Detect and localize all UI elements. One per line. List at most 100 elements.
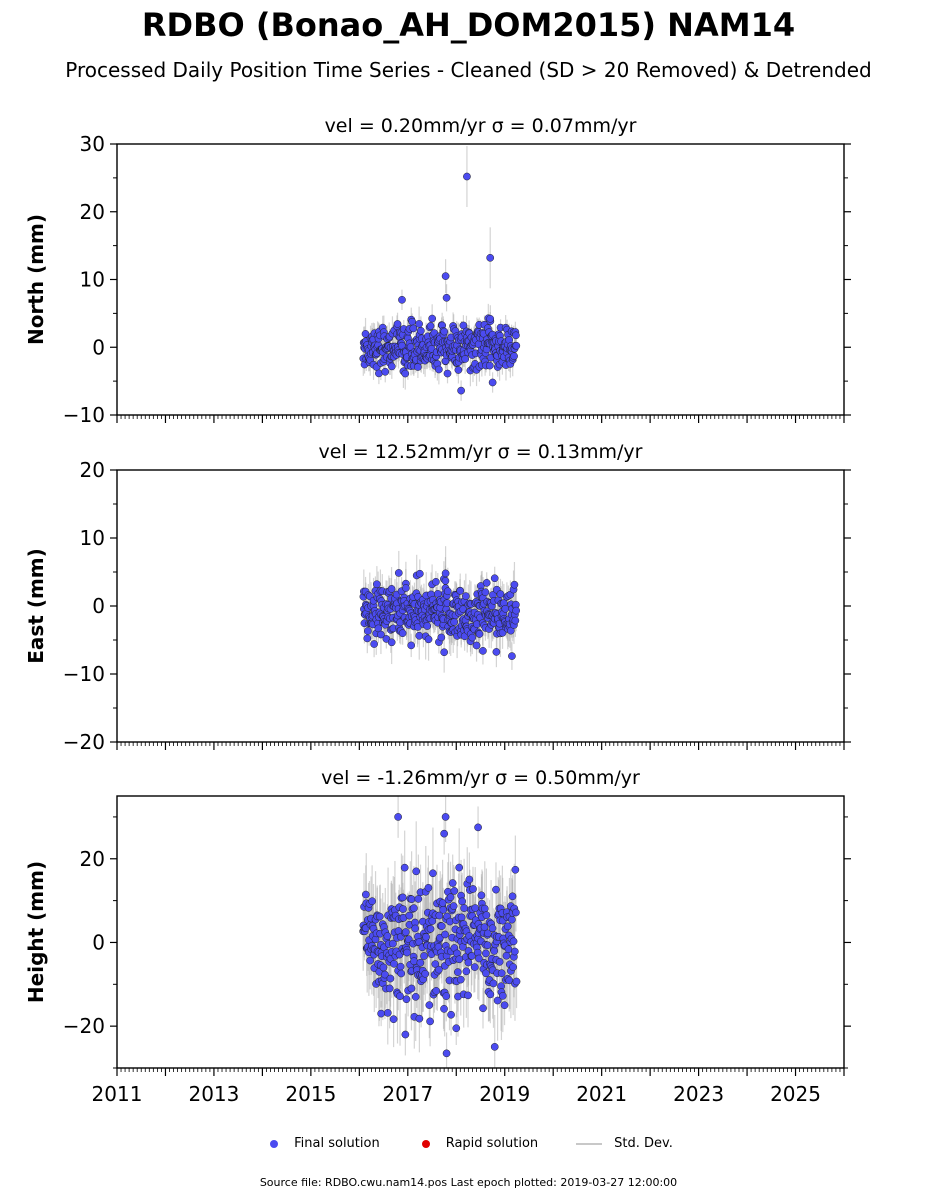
data-point	[465, 875, 474, 884]
data-point	[431, 960, 440, 968]
data-point	[441, 930, 449, 939]
data-point	[398, 295, 406, 304]
data-point	[385, 984, 394, 993]
data-point	[498, 628, 507, 637]
data-point	[411, 924, 420, 933]
data-point	[399, 905, 407, 913]
data-point	[387, 362, 396, 371]
data-point	[364, 627, 372, 635]
data-point	[440, 1004, 448, 1013]
data-point	[370, 640, 378, 648]
data-point	[486, 253, 495, 262]
data-point	[416, 958, 425, 967]
data-point	[475, 630, 484, 638]
data-point	[446, 893, 455, 902]
data-point	[492, 648, 501, 656]
panel-title: vel = -1.26mm/yr σ = 0.50mm/yr	[321, 767, 640, 789]
data-point	[401, 1030, 410, 1039]
data-point	[415, 320, 423, 328]
data-point	[469, 885, 477, 893]
data-point	[397, 969, 406, 978]
data-point	[387, 638, 396, 647]
data-point	[407, 641, 416, 650]
data-point	[400, 863, 409, 872]
data-point	[481, 588, 490, 597]
data-point	[458, 897, 467, 906]
x-tick-label: 2017	[382, 1082, 433, 1106]
data-point	[422, 933, 430, 941]
data-point	[440, 829, 448, 838]
data-point	[420, 952, 428, 960]
data-point	[423, 622, 432, 630]
data-point	[495, 957, 504, 966]
data-point	[455, 955, 464, 964]
y-tick-label: −10	[63, 662, 105, 686]
y-tick-label: 20	[80, 458, 105, 482]
legend-final-label: Final solution	[294, 1136, 380, 1151]
data-point	[415, 1014, 424, 1023]
data-point	[402, 995, 411, 1004]
data-point	[512, 977, 521, 986]
x-tick-label: 2013	[188, 1082, 239, 1106]
data-point	[505, 976, 514, 985]
legend-final: Final solution	[264, 1136, 380, 1151]
figure-subtitle: Processed Daily Position Time Series - C…	[65, 58, 872, 82]
y-tick-label: 30	[80, 132, 105, 156]
data-point	[415, 569, 424, 578]
data-point	[492, 885, 500, 894]
data-point	[440, 327, 449, 336]
data-point	[483, 941, 492, 950]
panel-title: vel = 0.20mm/yr σ = 0.07mm/yr	[325, 115, 637, 137]
figure-title: RDBO (Bonao_AH_DOM2015) NAM14	[141, 6, 796, 44]
data-point	[403, 948, 411, 957]
data-point	[439, 906, 448, 914]
data-point	[441, 272, 450, 280]
data-point	[450, 618, 459, 626]
data-point	[470, 963, 479, 971]
data-point	[428, 314, 437, 323]
data-point	[508, 915, 516, 924]
data-point	[401, 928, 410, 936]
final-solution-marker-icon	[270, 1139, 279, 1148]
data-point	[452, 1024, 461, 1033]
data-point	[467, 952, 476, 960]
data-point	[459, 321, 468, 330]
data-point	[410, 904, 418, 913]
data-point	[386, 974, 395, 983]
data-point	[457, 913, 466, 922]
legend-rapid: Rapid solution	[416, 1136, 538, 1151]
data-point	[496, 590, 505, 598]
time-series-plots: vel = 0.20mm/yr σ = 0.07mm/yr North (mm) −…	[24, 115, 851, 1106]
data-point	[381, 367, 390, 376]
data-point	[375, 912, 384, 921]
data-points	[359, 796, 521, 1068]
data-point	[456, 587, 465, 595]
data-point	[462, 592, 470, 600]
data-point	[425, 1001, 434, 1009]
data-point	[379, 963, 388, 972]
y-tick-label: 20	[80, 847, 105, 871]
source-footer: Source file: RDBO.cwu.nam14.pos Last epo…	[259, 1176, 678, 1189]
data-point	[401, 369, 410, 378]
data-point	[508, 892, 517, 901]
y-axis-label: East (mm)	[24, 548, 48, 664]
data-point	[432, 578, 440, 586]
data-point	[480, 904, 489, 913]
data-point	[498, 992, 507, 1000]
data-point	[440, 648, 448, 657]
data-point	[482, 579, 491, 587]
x-tick-label: 2019	[479, 1082, 530, 1106]
data-point	[414, 895, 423, 903]
data-point	[510, 352, 518, 361]
data-point	[394, 813, 402, 821]
data-point	[510, 947, 519, 956]
data-point	[428, 917, 437, 925]
data-point	[381, 970, 389, 979]
data-point	[486, 990, 495, 999]
y-tick-label: 0	[92, 335, 105, 359]
data-point	[432, 987, 441, 995]
data-point	[474, 823, 482, 832]
data-point	[462, 967, 471, 976]
data-point	[361, 890, 370, 899]
